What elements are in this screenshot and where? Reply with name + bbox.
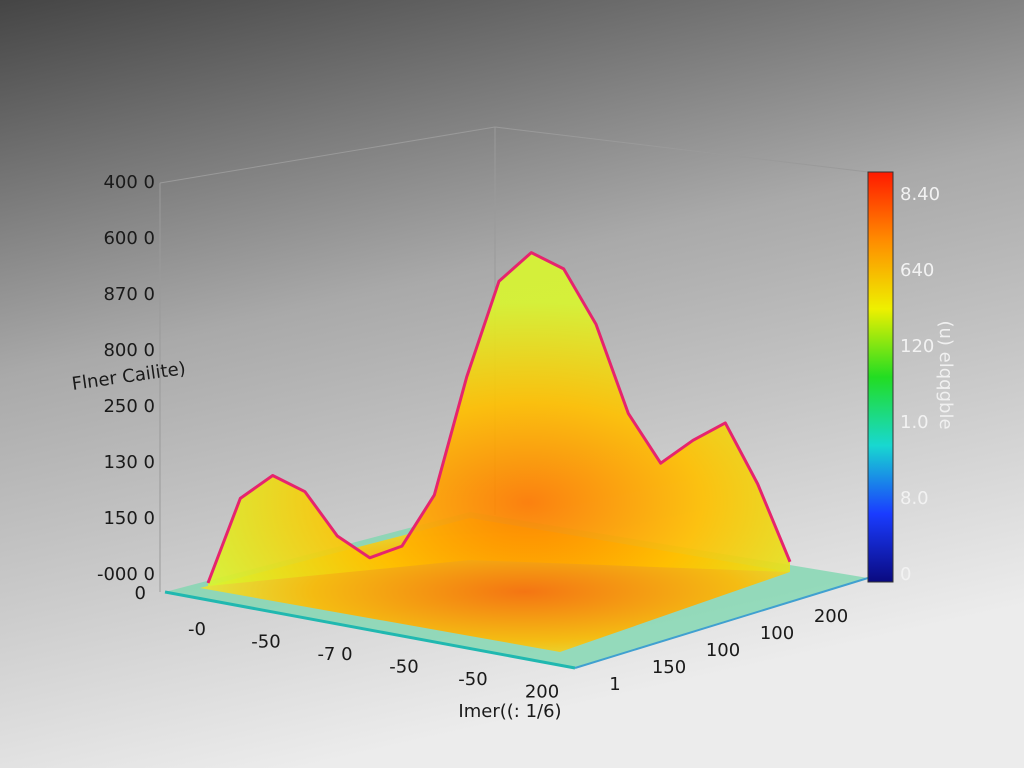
- colorbar-tick-label: 640: [900, 260, 934, 281]
- x-tick-label: -50: [458, 669, 487, 690]
- z-tick-label: 130 0: [103, 452, 155, 473]
- x-tick-label: 200: [525, 682, 559, 703]
- colorbar-tick-label: 0: [900, 564, 911, 585]
- x-axis-label: Imer((: 1/6): [458, 701, 561, 722]
- y-tick-label: 200: [814, 606, 848, 627]
- floor-edge: [574, 577, 869, 669]
- z-tick-label: 400 0: [103, 172, 155, 193]
- x-tick-label: -50: [389, 657, 418, 678]
- x-tick-label: -50: [251, 632, 280, 653]
- y-tick-label: 150: [652, 657, 686, 678]
- surface-fill: [208, 252, 790, 586]
- surface-ridge: [206, 251, 792, 584]
- z-tick-label: 800 0: [103, 340, 155, 361]
- y-tick-label: 1: [609, 674, 620, 695]
- colorbar-tick-label: 8.0: [900, 488, 929, 509]
- x-tick-label: -0: [188, 619, 206, 640]
- floor-label: 0: [135, 583, 146, 604]
- floor-edge: [164, 590, 576, 670]
- colorbar-tick-label: 8.40: [900, 184, 940, 205]
- colorbar-tick-label: 120: [900, 336, 934, 357]
- colorbar-label: (u) elqqgble: [935, 320, 956, 429]
- z-tick-label: 150 0: [103, 508, 155, 529]
- colorbar: [867, 171, 894, 583]
- y-tick-label: 100: [706, 640, 740, 661]
- z-tick-label: 600 0: [103, 228, 155, 249]
- z-tick-label: 250 0: [103, 396, 155, 417]
- y-tick-label: 100: [760, 623, 794, 644]
- z-tick-label: -000 0: [97, 564, 155, 585]
- colorbar-tick-label: 1.0: [900, 412, 929, 433]
- z-tick-label: 870 0: [103, 284, 155, 305]
- x-tick-label: -7 0: [317, 644, 352, 665]
